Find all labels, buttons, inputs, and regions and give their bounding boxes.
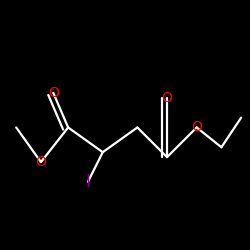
Text: I: I bbox=[86, 173, 90, 191]
Text: O: O bbox=[162, 91, 172, 105]
Text: O: O bbox=[48, 86, 59, 100]
Text: O: O bbox=[191, 120, 202, 134]
Text: O: O bbox=[36, 155, 46, 169]
